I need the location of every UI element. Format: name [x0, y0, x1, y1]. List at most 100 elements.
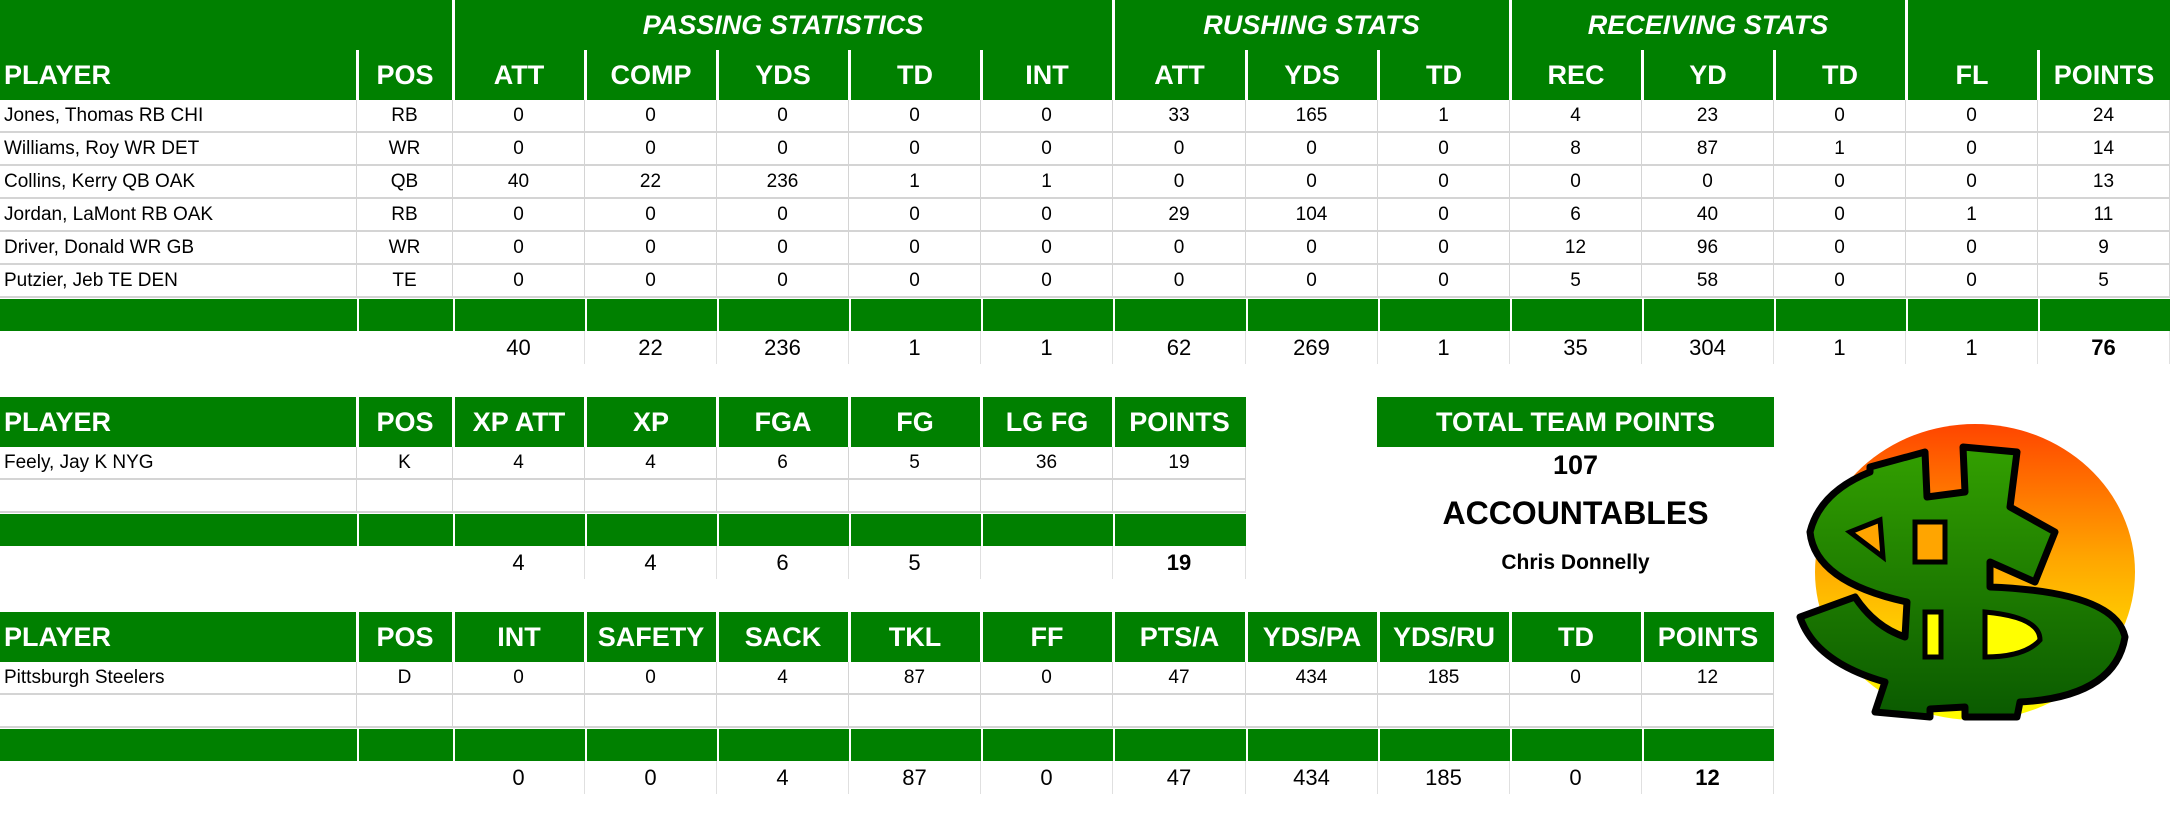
column-divider: [1112, 50, 1115, 100]
stat-cell: RB: [357, 100, 453, 133]
column-divider: [2037, 50, 2040, 100]
column-header-att: ATT: [493, 59, 545, 90]
subtotal-bar: [1644, 299, 1774, 331]
stat-cell: 0: [1113, 133, 1246, 166]
column-divider: [716, 612, 719, 662]
column-divider: [1377, 612, 1380, 662]
empty-cell: [981, 480, 1113, 513]
stat-cell: 1: [1906, 199, 2038, 232]
column-header-td: TD: [1822, 59, 1858, 90]
player-name-cell: Jordan, LaMont RB OAK: [0, 199, 357, 232]
stat-cell: 23: [1642, 100, 1774, 133]
offense-header-bg: [0, 50, 2170, 100]
total-cell: 22: [585, 331, 717, 364]
stat-cell: 0: [453, 265, 585, 298]
subtotal-bar: [1908, 299, 2038, 331]
column-divider: [848, 397, 851, 447]
stat-cell: 0: [453, 199, 585, 232]
subtotal-bar: [0, 299, 357, 331]
stat-cell: 40: [1642, 199, 1774, 232]
column-divider: [1641, 50, 1644, 100]
subtotal-bar: [851, 729, 981, 761]
stat-cell: 434: [1246, 662, 1378, 695]
team-owner: Chris Donnelly: [1501, 551, 1650, 574]
stat-cell: 4: [717, 662, 849, 695]
subtotal-bar: [455, 729, 585, 761]
column-header-pos: POS: [376, 406, 434, 437]
stat-cell: QB: [357, 166, 453, 199]
stat-cell: 0: [1113, 166, 1246, 199]
stat-cell: 0: [585, 133, 717, 166]
column-header-pts-a: PTS/A: [1139, 621, 1220, 652]
column-divider: [452, 50, 455, 100]
column-divider: [1112, 612, 1115, 662]
stat-cell: 0: [1378, 265, 1510, 298]
column-divider: [980, 50, 983, 100]
subtotal-bar: [587, 514, 717, 546]
stat-cell: 0: [849, 133, 981, 166]
empty-cell: [1113, 480, 1246, 513]
stat-cell: 12: [1642, 662, 1774, 695]
column-divider: [848, 50, 851, 100]
column-header-fga: FGA: [754, 406, 812, 437]
subtotal-bar: [983, 299, 1113, 331]
stat-cell: 0: [585, 265, 717, 298]
stat-cell: 58: [1642, 265, 1774, 298]
stat-cell: 0: [585, 232, 717, 265]
stat-cell: 0: [1113, 265, 1246, 298]
stat-cell: 0: [849, 265, 981, 298]
subtotal-bar: [719, 299, 849, 331]
total-cell: 62: [1113, 331, 1246, 364]
empty-cell: [1246, 695, 1378, 728]
stat-cell: 0: [981, 100, 1113, 133]
column-header-player: PLAYER: [4, 59, 112, 90]
column-header-td: TD: [897, 59, 933, 90]
column-divider: [356, 397, 359, 447]
total-cell: 185: [1378, 761, 1510, 794]
column-header-yds: YDS: [1284, 59, 1340, 90]
column-divider: [584, 612, 587, 662]
subtotal-bar: [983, 729, 1113, 761]
stat-cell: 87: [849, 662, 981, 695]
column-divider: [356, 612, 359, 662]
subtotal-bar: [1380, 729, 1510, 761]
total-cell: 4: [717, 761, 849, 794]
stat-cell: 0: [1774, 199, 1906, 232]
player-name-cell: Feely, Jay K NYG: [0, 447, 357, 480]
stat-cell: 0: [585, 199, 717, 232]
column-header-td: TD: [1558, 621, 1594, 652]
empty-cell: [0, 480, 357, 513]
total-cell: 0: [981, 761, 1113, 794]
column-header-yds-ru: YDS/RU: [1392, 621, 1495, 652]
empty-cell: [717, 480, 849, 513]
total-cell: 6: [717, 546, 849, 579]
stat-cell: 0: [1246, 265, 1378, 298]
subtotal-bar: [587, 299, 717, 331]
stat-cell: 12: [1510, 232, 1642, 265]
stat-cell: 0: [453, 232, 585, 265]
defense-header-bg: [0, 612, 1774, 662]
stat-cell: 0: [585, 662, 717, 695]
column-header-tkl: TKL: [888, 621, 942, 652]
stat-cell: 0: [1906, 133, 2038, 166]
stat-cell: 14: [2038, 133, 2170, 166]
subtotal-bar: [2040, 299, 2170, 331]
stat-cell: 0: [1246, 232, 1378, 265]
total-cell: 304: [1642, 331, 1774, 364]
subtotal-bar: [359, 729, 453, 761]
total-cell: [981, 546, 1113, 579]
column-header-yds-pa: YDS/PA: [1262, 621, 1362, 652]
stat-cell: 0: [1510, 166, 1642, 199]
player-name-cell: Pittsburgh Steelers: [0, 662, 357, 695]
stat-cell: 185: [1378, 662, 1510, 695]
total-cell: 40: [453, 331, 585, 364]
column-divider: [584, 397, 587, 447]
stat-cell: 0: [717, 199, 849, 232]
subtotal-bar: [1248, 729, 1378, 761]
column-divider: [1641, 612, 1644, 662]
stat-cell: 0: [585, 100, 717, 133]
column-divider: [1905, 50, 1908, 100]
total-cell: 47: [1113, 761, 1246, 794]
column-header-ff: FF: [1030, 621, 1064, 652]
stat-cell: WR: [357, 232, 453, 265]
